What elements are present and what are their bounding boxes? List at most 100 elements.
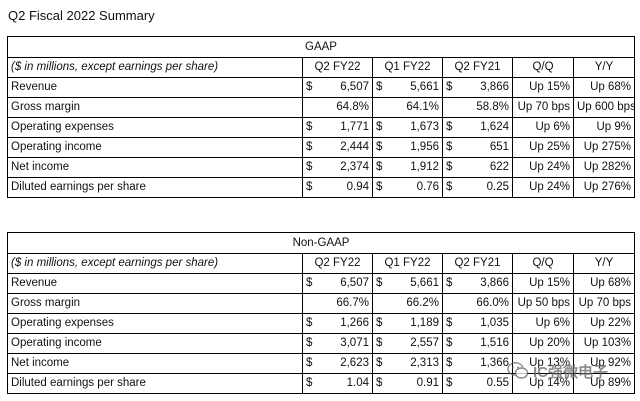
value-cell: 2,557 xyxy=(386,333,443,354)
row-label: Gross margin xyxy=(7,97,303,118)
value-cell: 3,866 xyxy=(456,77,513,98)
table-row: Net income $2,374 $1,912 $622 Up 24% Up 282% xyxy=(7,157,636,178)
section-row: Non-GAAP xyxy=(6,232,636,254)
value-cell: 58.8% xyxy=(442,97,513,118)
change-qq: Up 50 bps xyxy=(512,293,574,314)
value-cell: 64.8% xyxy=(302,97,373,118)
value-cell: 0.25 xyxy=(456,177,513,198)
currency-symbol: $ xyxy=(372,137,387,158)
value-cell: 0.76 xyxy=(386,177,443,198)
change-yy: Up 68% xyxy=(572,77,636,98)
value-cell: 66.2% xyxy=(372,293,443,314)
value-cell: 1,673 xyxy=(386,117,443,138)
table-row: Diluted earnings per share $0.94 $0.76 $0.2… xyxy=(7,177,636,198)
currency-symbol: $ xyxy=(372,273,387,294)
table-row: Operating expenses $1,266 $1,189 $1,035 Up 6… xyxy=(7,313,636,334)
currency-symbol: $ xyxy=(372,177,387,198)
column-header: Q/Q xyxy=(512,57,574,78)
change-yy: Up 92% xyxy=(572,353,636,374)
currency-symbol: $ xyxy=(442,177,457,198)
value-cell: 2,444 xyxy=(316,137,373,158)
value-cell: 6,507 xyxy=(316,77,373,98)
column-header: Q/Q xyxy=(512,253,574,274)
change-yy: Up 22% xyxy=(572,313,636,334)
currency-symbol: $ xyxy=(442,373,457,394)
currency-symbol: $ xyxy=(302,313,317,334)
change-yy: Up 275% xyxy=(572,137,636,158)
change-yy: Up 70 bps xyxy=(572,293,636,314)
change-qq: Up 70 bps xyxy=(512,97,574,118)
value-cell: 3,071 xyxy=(316,333,373,354)
row-label: Diluted earnings per share xyxy=(7,373,303,394)
change-qq: Up 15% xyxy=(512,77,574,98)
currency-symbol: $ xyxy=(302,333,317,354)
change-qq: Up 13% xyxy=(512,353,574,374)
currency-symbol: $ xyxy=(302,137,317,158)
currency-symbol: $ xyxy=(372,117,387,138)
value-cell: 1,035 xyxy=(456,313,513,334)
value-cell: 1,624 xyxy=(456,117,513,138)
row-label: Operating expenses xyxy=(7,117,303,138)
column-header-units: ($ in millions, except earnings per shar… xyxy=(7,253,303,274)
currency-symbol: $ xyxy=(302,353,317,374)
currency-symbol: $ xyxy=(442,137,457,158)
table-row: Gross margin 66.7% 66.2% 66.0% Up 50 bps Up 7… xyxy=(7,293,636,314)
nongaap-table: Non-GAAP ($ in millions, except earnings … xyxy=(6,232,636,394)
currency-symbol: $ xyxy=(442,333,457,354)
value-cell: 5,661 xyxy=(386,273,443,294)
row-label: Revenue xyxy=(7,77,303,98)
value-cell: 2,313 xyxy=(386,353,443,374)
value-cell: 2,374 xyxy=(316,157,373,178)
column-header: Q2 FY21 xyxy=(442,57,513,78)
column-header: Y/Y xyxy=(572,253,636,274)
value-cell: 3,866 xyxy=(456,273,513,294)
row-label: Net income xyxy=(7,353,303,374)
value-cell: 1,956 xyxy=(386,137,443,158)
value-cell: 0.94 xyxy=(316,177,373,198)
column-header: Q2 FY22 xyxy=(302,57,373,78)
value-cell: 0.91 xyxy=(386,373,443,394)
table-row: Revenue $6,507 $5,661 $3,866 Up 15% Up 68% xyxy=(7,273,636,294)
column-header-units: ($ in millions, except earnings per shar… xyxy=(7,57,303,78)
table-row: Operating income $2,444 $1,956 $651 Up 25% Up… xyxy=(7,137,636,158)
row-label: Diluted earnings per share xyxy=(7,177,303,198)
value-cell: 66.0% xyxy=(442,293,513,314)
value-cell: 1,189 xyxy=(386,313,443,334)
currency-symbol: $ xyxy=(442,353,457,374)
value-cell: 651 xyxy=(456,137,513,158)
change-yy: Up 89% xyxy=(572,373,636,394)
value-cell: 1,771 xyxy=(316,117,373,138)
change-yy: Up 68% xyxy=(572,273,636,294)
change-qq: Up 25% xyxy=(512,137,574,158)
change-qq: Up 15% xyxy=(512,273,574,294)
gaap-table: GAAP ($ in millions, except earnings per … xyxy=(6,36,636,198)
column-header: Q2 FY22 xyxy=(302,253,373,274)
value-cell: 622 xyxy=(456,157,513,178)
currency-symbol: $ xyxy=(372,77,387,98)
value-cell: 1,516 xyxy=(456,333,513,354)
table-row: Net income $2,623 $2,313 $1,366 Up 13% Up 92% xyxy=(7,353,636,374)
currency-symbol: $ xyxy=(372,333,387,354)
currency-symbol: $ xyxy=(302,77,317,98)
row-label: Operating income xyxy=(7,137,303,158)
header-row: ($ in millions, except earnings per shar… xyxy=(7,253,636,274)
currency-symbol: $ xyxy=(442,313,457,334)
currency-symbol: $ xyxy=(302,117,317,138)
value-cell: 66.7% xyxy=(302,293,373,314)
value-cell: 6,507 xyxy=(316,273,373,294)
change-qq: Up 24% xyxy=(512,157,574,178)
change-yy: Up 600 bps xyxy=(572,97,636,118)
value-cell: 64.1% xyxy=(372,97,443,118)
table-row: Diluted earnings per share $1.04 $0.91 $0.5… xyxy=(7,373,636,394)
row-label: Net income xyxy=(7,157,303,178)
table-row: Operating income $3,071 $2,557 $1,516 Up 20%… xyxy=(7,333,636,354)
value-cell: 0.55 xyxy=(456,373,513,394)
currency-symbol: $ xyxy=(302,373,317,394)
table-row: Gross margin 64.8% 64.1% 58.8% Up 70 bps Up 6… xyxy=(7,97,636,118)
section-label: GAAP xyxy=(6,36,636,58)
value-cell: 1,266 xyxy=(316,313,373,334)
row-label: Revenue xyxy=(7,273,303,294)
change-yy: Up 282% xyxy=(572,157,636,178)
value-cell: 1.04 xyxy=(316,373,373,394)
value-cell: 1,366 xyxy=(456,353,513,374)
